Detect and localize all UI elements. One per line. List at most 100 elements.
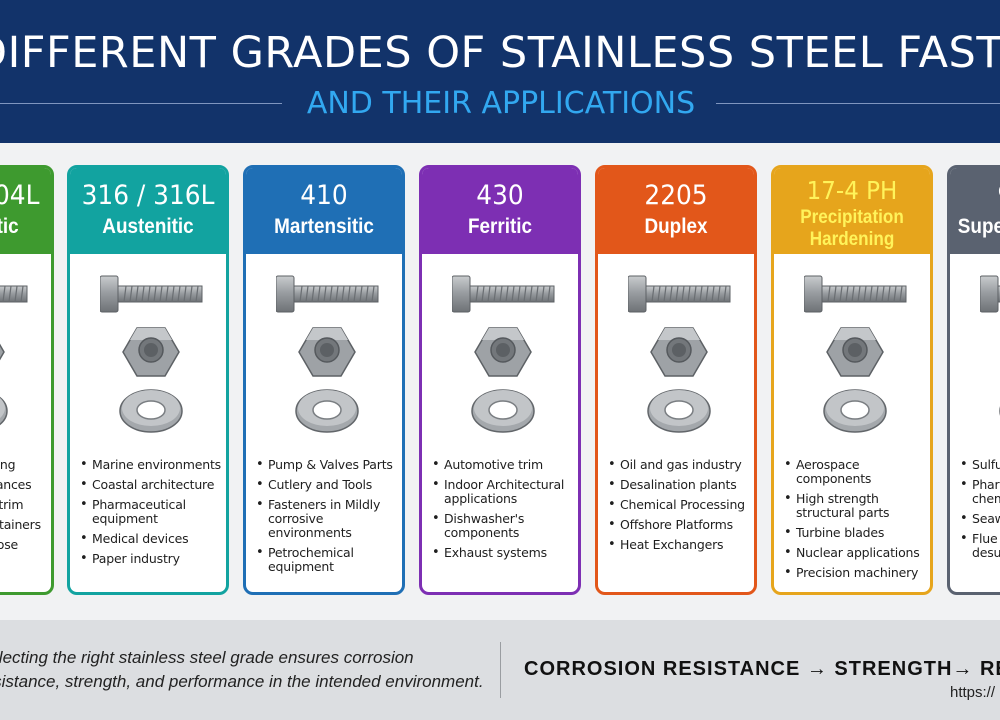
applications-list: Aerospace components High strength struct… (784, 458, 930, 586)
application-item: Pharmaceutical chemicals (960, 478, 1000, 506)
card-grade: 430 (476, 180, 524, 211)
card-type: Duplex (644, 215, 708, 238)
application-item: Food processing (0, 458, 51, 472)
bolt-icon (100, 275, 203, 313)
page-title: DIFFERENT GRADES OF STAINLESS STEEL FAST… (0, 28, 1000, 78)
application-item: Petrochemical equipment (256, 546, 402, 574)
card-grade: 304 / 304L (0, 180, 40, 211)
application-item: Kitchen appliances (0, 478, 51, 492)
card-header: 430 Ferritic (422, 168, 578, 254)
grade-card-5: 2205 Duplex (595, 165, 757, 595)
application-item: Seawater (960, 512, 1000, 527)
application-item: Heat Exchangers (608, 538, 754, 553)
card-header: 904L Super Austenitic (950, 168, 1000, 254)
washer-icon (823, 389, 887, 433)
fastener-illustration (774, 254, 930, 434)
application-item: Paper industry (80, 552, 226, 567)
card-grade: 410 (300, 180, 348, 211)
washer-icon (0, 396, 8, 426)
card-type: Super Austenitic (957, 215, 1000, 238)
application-item: Flue gas desulfurization (960, 532, 1000, 560)
card-header: 316 / 316L Austenitic (70, 168, 226, 254)
card-header: 17-4 PH Precipitation Hardening (774, 168, 930, 254)
card-grade: 904L (956, 180, 1000, 211)
subtitle-divider-right (716, 103, 1000, 104)
washer-icon (119, 389, 183, 433)
fastener-illustration (950, 254, 1000, 434)
grade-card-4: 430 Ferritic (419, 165, 581, 595)
footer-url: https:// (950, 684, 996, 701)
footer-tagline: CORROSION RESISTANCE → STRENGTH→ RELIABI… (524, 658, 1000, 680)
application-item: Coastal architecture (80, 478, 226, 493)
footer: Selecting the right stainless steel grad… (0, 620, 1000, 720)
application-item: Exhaust systems (432, 546, 578, 561)
card-type: Austenitic (102, 215, 194, 238)
grade-card-7: 904L Super Austenitic (947, 165, 1000, 595)
application-item: General purpose (0, 538, 51, 552)
footer-note: Selecting the right stainless steel grad… (0, 648, 484, 691)
card-grade: 2205 (644, 180, 708, 211)
card-header: 304 / 304L Austenitic (0, 168, 51, 254)
bolt-icon (0, 285, 28, 303)
applications-list: Food processing Kitchen appliances Archite… (0, 458, 51, 558)
washer-icon (647, 389, 711, 433)
applications-list: Sulfuric acid Pharmaceutical chemicals Sea… (960, 458, 1000, 566)
nut-icon (474, 327, 532, 377)
bolt-icon (628, 275, 731, 313)
applications-list: Marine environments Coastal architecture P… (80, 458, 226, 572)
subtitle-row: AND THEIR APPLICATIONS (0, 86, 1000, 122)
grade-card-6: 17-4 PH Precipitation Hardening (771, 165, 933, 595)
bolt-icon (276, 275, 379, 313)
application-item: Offshore Platforms (608, 518, 754, 533)
nut-icon (298, 327, 356, 377)
washer-icon (471, 389, 535, 433)
bolt-icon (804, 275, 907, 313)
washer-icon (295, 389, 359, 433)
application-item: Nuclear applications (784, 546, 930, 561)
application-item: Aerospace components (784, 458, 930, 486)
application-item: Automotive trim (432, 458, 578, 473)
card-type: Precipitation Hardening (800, 207, 904, 250)
bolt-icon (452, 275, 555, 313)
card-header: 410 Martensitic (246, 168, 402, 254)
subtitle-divider-left (0, 103, 282, 104)
application-item: Oil and gas industry (608, 458, 754, 473)
nut-icon (122, 327, 180, 377)
application-item: Turbine blades (784, 526, 930, 541)
fastener-illustration (598, 254, 754, 434)
application-item: Precision machinery (784, 566, 930, 581)
fastener-illustration (0, 254, 51, 434)
grade-card-3: 410 Martensitic (243, 165, 405, 595)
application-item: Chemical containers (0, 518, 51, 532)
nut-icon (826, 327, 884, 377)
applications-list: Oil and gas industry Desalination plants C… (608, 458, 754, 558)
grade-cards: 304 / 304L Austenitic (0, 143, 1000, 620)
fastener-illustration (70, 254, 226, 434)
card-type: Martensitic (274, 215, 374, 238)
applications-list: Pump & Valves Parts Cutlery and Tools Fast… (256, 458, 402, 580)
bolt-icon (980, 275, 1000, 313)
application-item: Sulfuric acid (960, 458, 1000, 473)
card-type: Austenitic (0, 215, 19, 238)
application-item: Architectural trim (0, 498, 51, 512)
application-item: Chemical Processing (608, 498, 754, 513)
application-item: Pharmaceutical equipment (80, 498, 226, 526)
fastener-illustration (246, 254, 402, 434)
nut-icon (650, 327, 708, 377)
application-item: Indoor Architectural applications (432, 478, 578, 506)
card-header: 2205 Duplex (598, 168, 754, 254)
grade-card-2: 316 / 316L Austenitic (67, 165, 229, 595)
application-item: High strength structural parts (784, 492, 930, 520)
header-banner: DIFFERENT GRADES OF STAINLESS STEEL FAST… (0, 0, 1000, 143)
application-item: Desalination plants (608, 478, 754, 493)
fastener-illustration (422, 254, 578, 434)
card-grade: 316 / 316L (81, 180, 215, 211)
page-subtitle: AND THEIR APPLICATIONS (306, 86, 696, 121)
application-item: Cutlery and Tools (256, 478, 402, 493)
applications-list: Automotive trim Indoor Architectural appl… (432, 458, 578, 566)
application-item: Dishwasher's components (432, 512, 578, 540)
application-item: Medical devices (80, 532, 226, 547)
application-item: Marine environments (80, 458, 226, 473)
footer-divider (500, 642, 501, 698)
application-item: Fasteners in Mildly corrosive environmen… (256, 498, 402, 540)
